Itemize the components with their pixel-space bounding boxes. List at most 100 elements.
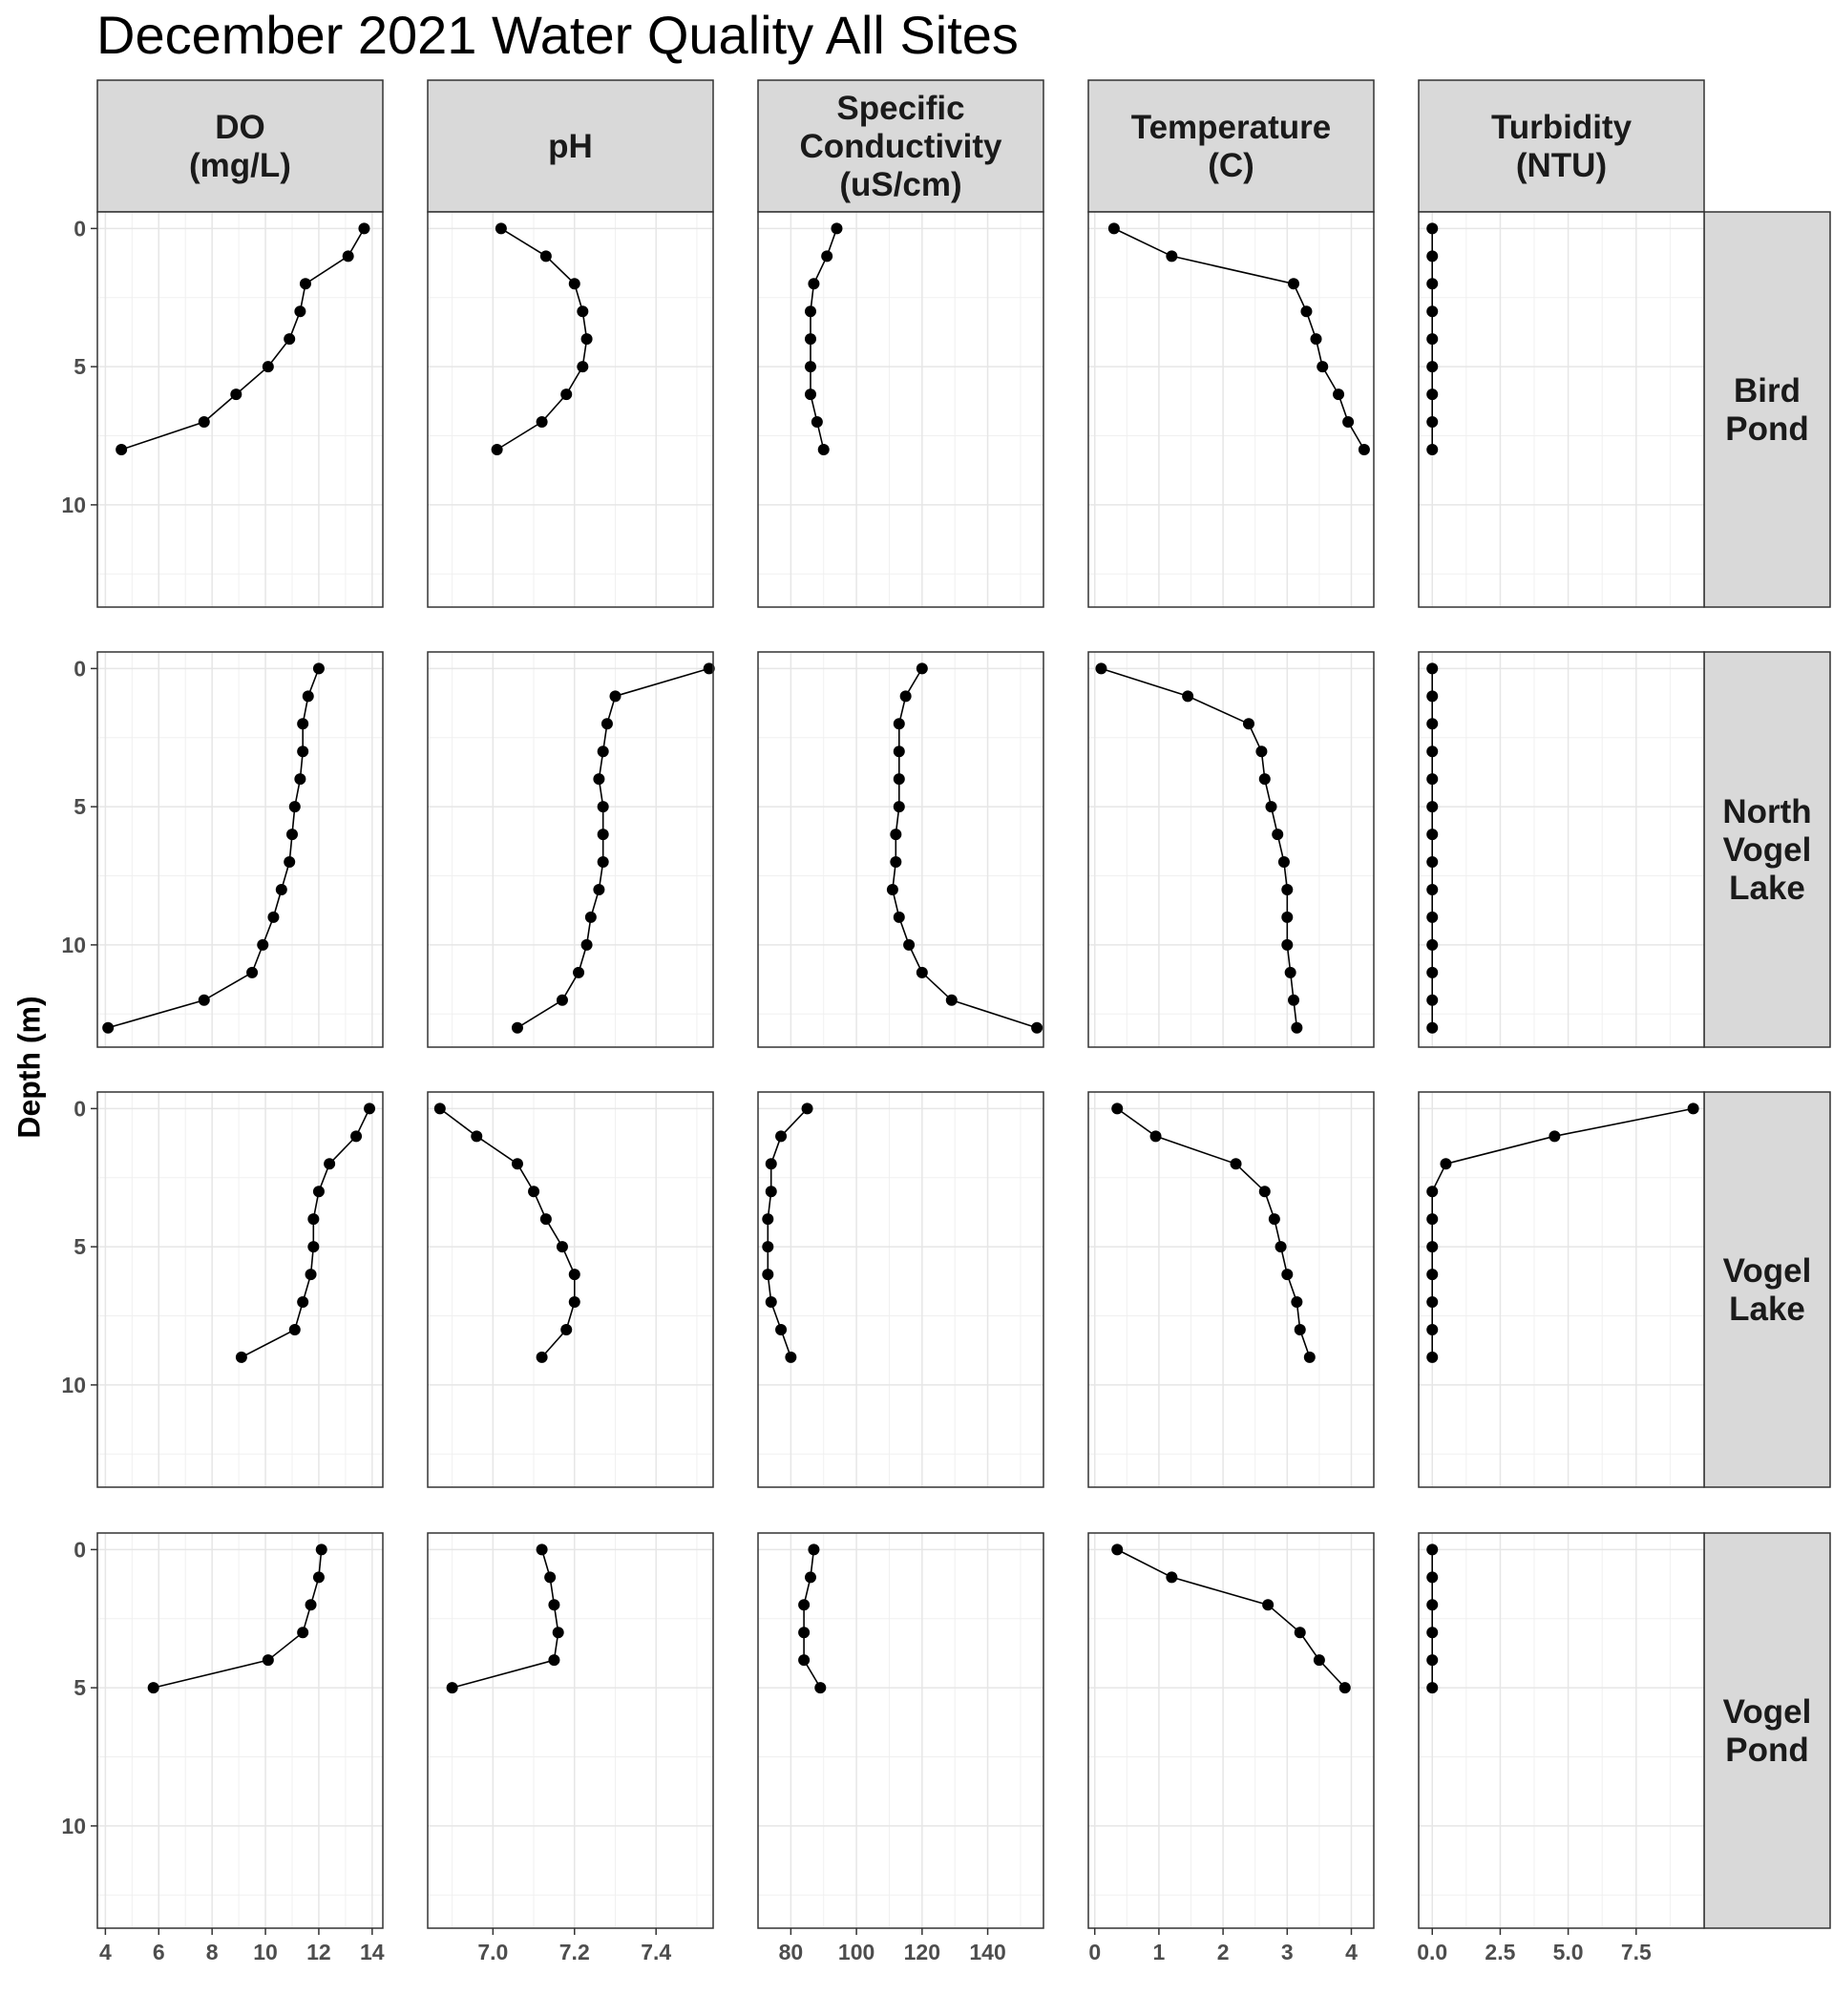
data-point	[560, 1323, 573, 1335]
data-point	[312, 1571, 325, 1584]
data-point	[1426, 333, 1439, 346]
data-point	[765, 1158, 777, 1170]
data-point	[1426, 443, 1439, 455]
data-point	[1275, 1241, 1287, 1253]
panel-background	[1419, 212, 1704, 607]
data-point	[1268, 1213, 1280, 1226]
data-point	[814, 1682, 827, 1694]
data-point	[102, 1021, 115, 1034]
row-strip-label: Bird Pond	[1725, 372, 1808, 448]
panel-border	[427, 1091, 714, 1488]
y-tick-label: 0	[74, 1537, 86, 1562]
column-strip-label: Specific Conductivity (uS/cm)	[800, 90, 1002, 203]
data-point	[275, 883, 287, 895]
data-point	[1291, 1021, 1303, 1034]
panel-border	[757, 1532, 1044, 1929]
data-point	[548, 1654, 560, 1667]
panel-r0-c4	[1418, 211, 1705, 608]
data-point	[600, 718, 613, 730]
y-tick-label: 10	[61, 933, 86, 957]
panel-border	[96, 651, 384, 1048]
y-tick-label: 5	[74, 1234, 86, 1259]
y-tick-label: 10	[61, 493, 86, 517]
data-point	[305, 1269, 317, 1281]
data-point	[893, 801, 905, 813]
data-point	[1230, 1158, 1242, 1170]
data-point	[324, 1158, 336, 1170]
data-point	[1426, 801, 1439, 813]
data-point	[916, 662, 928, 675]
data-point	[804, 361, 816, 373]
x-tick-label: 2.5	[1485, 1940, 1515, 1964]
x-tick-label: 5.0	[1553, 1940, 1584, 1964]
data-point	[1426, 1241, 1439, 1253]
data-point	[284, 856, 296, 869]
data-point	[1426, 1323, 1439, 1335]
data-point	[471, 1130, 483, 1143]
panel-background	[758, 1533, 1043, 1928]
data-point	[811, 416, 823, 429]
series-line	[241, 1108, 370, 1358]
data-point	[1281, 883, 1294, 895]
data-point	[230, 388, 242, 401]
data-point	[1111, 1102, 1124, 1115]
data-point	[1255, 746, 1268, 758]
panel-r0-c3	[1087, 211, 1375, 608]
panel-border	[757, 651, 1044, 1048]
data-point	[539, 1213, 552, 1226]
x-tick-label: 8	[206, 1940, 219, 1964]
column-strip-label: pH	[548, 128, 593, 165]
series-line	[1116, 1107, 1311, 1358]
x-tick-label: 100	[838, 1940, 874, 1964]
data-point	[433, 1102, 446, 1115]
data-point	[597, 856, 609, 869]
data-point	[446, 1682, 458, 1694]
data-point	[288, 1323, 301, 1335]
row-strip-label: Vogel Lake	[1723, 1252, 1812, 1328]
data-point	[1426, 662, 1439, 675]
panel-r2-c4	[1418, 1091, 1705, 1488]
row-strip-2: Vogel Lake	[1703, 1091, 1831, 1488]
panel-border	[1418, 1091, 1705, 1488]
data-point	[358, 222, 370, 235]
x-tick-label: 7.5	[1621, 1940, 1652, 1964]
y-tick-label: 5	[74, 1675, 86, 1700]
column-strip-label: DO (mg/L)	[189, 109, 291, 184]
data-point	[785, 1351, 797, 1363]
data-point	[1262, 1599, 1275, 1611]
data-point	[1426, 994, 1439, 1006]
y-tick-label: 5	[74, 354, 86, 379]
data-point	[315, 1544, 327, 1556]
data-point	[1277, 856, 1290, 869]
data-point	[147, 1682, 159, 1694]
data-point	[577, 305, 589, 318]
data-point	[577, 361, 589, 373]
data-point	[1333, 388, 1345, 401]
data-point	[597, 829, 609, 841]
data-point	[539, 250, 552, 262]
x-tick-label: 6	[153, 1940, 165, 1964]
data-point	[798, 1627, 811, 1639]
x-tick-label: 1	[1153, 1940, 1166, 1964]
data-point	[1426, 856, 1439, 869]
panel-border	[1418, 1532, 1705, 1929]
series-line	[439, 1107, 576, 1358]
panel-border	[427, 651, 714, 1048]
data-point	[1288, 994, 1300, 1006]
data-point	[560, 388, 573, 401]
data-point	[198, 994, 210, 1006]
data-point	[1111, 1544, 1124, 1556]
x-tick-label: 2	[1217, 1940, 1230, 1964]
data-point	[893, 773, 905, 786]
chart-title: December 2021 Water Quality All Sites	[96, 5, 1019, 65]
data-point	[1149, 1130, 1162, 1143]
data-point	[1426, 1351, 1439, 1363]
data-point	[765, 1186, 777, 1198]
data-point	[762, 1269, 774, 1281]
y-tick-label: 10	[61, 1373, 86, 1397]
data-point	[307, 1213, 320, 1226]
panel-border	[1418, 651, 1705, 1048]
data-point	[775, 1323, 788, 1335]
data-point	[1426, 1682, 1439, 1694]
